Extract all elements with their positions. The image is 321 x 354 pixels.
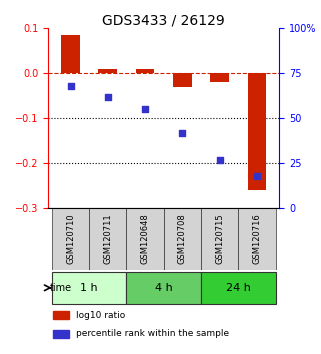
Text: GSM120711: GSM120711 xyxy=(103,214,112,264)
FancyBboxPatch shape xyxy=(238,208,275,270)
FancyBboxPatch shape xyxy=(89,208,126,270)
Text: time: time xyxy=(50,283,72,293)
Text: GSM120708: GSM120708 xyxy=(178,213,187,264)
Text: percentile rank within the sample: percentile rank within the sample xyxy=(76,329,229,338)
Text: 1 h: 1 h xyxy=(80,283,98,293)
Bar xyxy=(136,69,154,73)
Text: log10 ratio: log10 ratio xyxy=(76,311,125,320)
FancyBboxPatch shape xyxy=(126,208,164,270)
Bar xyxy=(61,35,80,73)
FancyBboxPatch shape xyxy=(201,208,238,270)
Text: 24 h: 24 h xyxy=(226,283,251,293)
FancyBboxPatch shape xyxy=(164,208,201,270)
Bar xyxy=(247,73,266,190)
FancyBboxPatch shape xyxy=(52,272,126,304)
Point xyxy=(143,107,148,112)
Text: GSM120715: GSM120715 xyxy=(215,214,224,264)
Bar xyxy=(53,330,69,338)
Point xyxy=(68,83,73,89)
FancyBboxPatch shape xyxy=(126,272,201,304)
FancyBboxPatch shape xyxy=(52,208,89,270)
Bar xyxy=(53,311,69,319)
Title: GDS3433 / 26129: GDS3433 / 26129 xyxy=(102,13,225,27)
Text: 4 h: 4 h xyxy=(155,283,173,293)
Point xyxy=(217,157,222,162)
FancyBboxPatch shape xyxy=(201,272,275,304)
Text: GSM120716: GSM120716 xyxy=(252,213,261,264)
Text: GSM120710: GSM120710 xyxy=(66,214,75,264)
Text: GSM120648: GSM120648 xyxy=(141,213,150,264)
Point xyxy=(105,94,110,99)
Point xyxy=(254,173,259,179)
Bar xyxy=(99,69,117,73)
Bar xyxy=(210,73,229,82)
Bar xyxy=(173,73,192,87)
Point xyxy=(180,130,185,136)
